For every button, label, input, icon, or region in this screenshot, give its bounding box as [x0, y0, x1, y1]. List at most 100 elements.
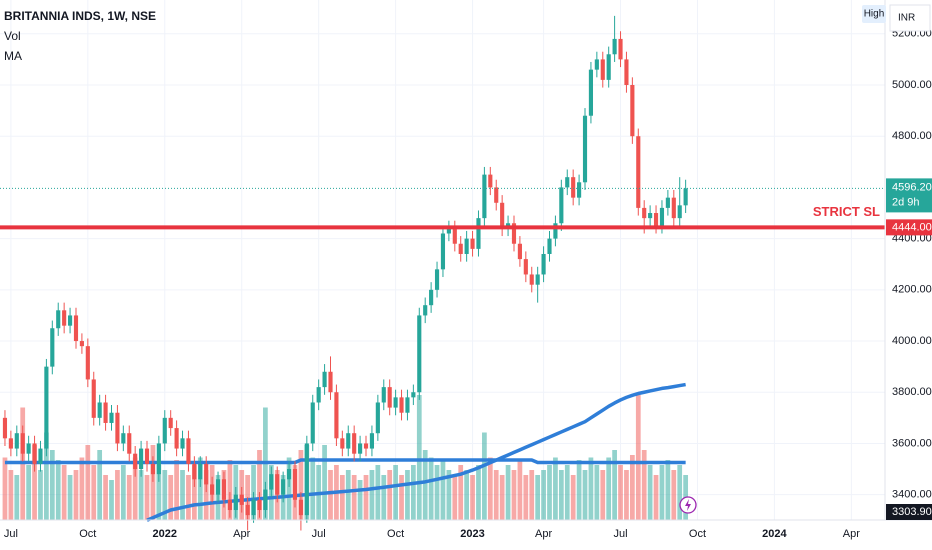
candle-body [582, 115, 588, 183]
candle-body [511, 223, 517, 244]
volume-bar [369, 470, 375, 520]
high-button[interactable] [862, 5, 886, 23]
volume-bar [635, 395, 641, 520]
candle-body [523, 259, 528, 275]
candle-body [636, 136, 641, 208]
volume-bar [328, 470, 333, 520]
volume-bar [470, 475, 475, 520]
volume-bar [2, 457, 8, 520]
volume-bar [85, 445, 91, 520]
candle-body [251, 499, 256, 516]
volume-bar [476, 465, 481, 520]
volume-bar [339, 475, 345, 520]
volume-bar [606, 457, 612, 520]
currency-label[interactable]: INR [898, 13, 915, 24]
volume-bar [91, 465, 97, 520]
volume-bar [405, 470, 410, 520]
volume-bar [120, 465, 126, 520]
candle-body [292, 469, 298, 500]
candle-body [541, 253, 546, 275]
candle-body [470, 238, 475, 249]
candle-body [67, 315, 73, 326]
volume-bar [535, 475, 541, 520]
candle-body [210, 484, 215, 495]
candle-body [215, 479, 221, 495]
event-icon-bolt [685, 499, 691, 511]
volume-bar [126, 475, 132, 520]
volume-bar [553, 457, 558, 520]
volume-bar [653, 475, 659, 520]
volume-bar [8, 470, 14, 520]
volume-bar [357, 480, 363, 520]
candle-body [91, 379, 96, 418]
high-button-label[interactable]: High [864, 9, 885, 20]
candle-body [559, 187, 564, 224]
candle-body [281, 479, 286, 495]
candle-body [62, 310, 67, 326]
volume-bar [156, 465, 162, 520]
candle-body [500, 202, 505, 229]
volume-bar [138, 470, 144, 520]
candle-body [180, 438, 185, 449]
candle-body [677, 205, 682, 219]
candle-body [358, 443, 363, 454]
volume-bar [79, 457, 85, 520]
volume-bar [487, 457, 493, 520]
candle-body [375, 402, 380, 434]
chart-title: BRITANNIA INDS, 1W, NSE [4, 9, 156, 23]
low-marker-box [886, 504, 932, 520]
candle-body [393, 397, 398, 408]
candle-body [369, 433, 375, 449]
candle-body [577, 182, 582, 198]
volume-bar [505, 465, 511, 520]
indicator-label: Vol [4, 29, 21, 43]
indicator-label: MA [4, 49, 22, 63]
volume-bar [197, 457, 203, 520]
candle-body [588, 69, 594, 116]
volume-bar [482, 432, 487, 520]
candle-body [458, 243, 463, 254]
candle-body [269, 474, 274, 490]
candle-body [642, 207, 647, 219]
volume-bar [499, 475, 505, 520]
candle-body [257, 499, 262, 511]
volume-bar [109, 480, 114, 520]
volume-bar [32, 445, 37, 520]
currency-box[interactable] [889, 4, 931, 32]
candle-body [310, 402, 315, 444]
candle-body [328, 371, 333, 393]
volume-bar [440, 460, 446, 520]
volume-bar [677, 465, 683, 520]
volume-bar [647, 465, 653, 520]
low-marker-label: 3303.90 [892, 506, 932, 518]
volume-bar [452, 475, 458, 520]
candle-body [286, 469, 292, 480]
countdown-label: 2d 9h [892, 196, 920, 208]
x-tick-label: Jul [613, 528, 627, 540]
volume-bar [541, 470, 546, 520]
candle-body [233, 494, 238, 511]
candle-body [535, 274, 540, 285]
volume-bar [49, 450, 55, 520]
candle-body [304, 443, 309, 516]
candle-body [221, 479, 227, 500]
volume-bar [115, 470, 120, 520]
volume-bar [227, 460, 233, 520]
volume-bar [416, 395, 422, 520]
volume-bar [55, 460, 61, 520]
candle-body [227, 499, 232, 511]
candle-body [239, 494, 244, 505]
candle-body [156, 443, 161, 475]
level-label: 4444.00 [892, 221, 932, 233]
volume-bar [529, 470, 535, 520]
candle-body [671, 197, 676, 219]
volume-bar [203, 470, 209, 520]
candle-body [476, 218, 481, 249]
candle-body [275, 474, 280, 495]
candle-body [97, 402, 102, 418]
candle-body [488, 174, 493, 188]
volume-bar [363, 475, 369, 520]
candle-body [659, 207, 665, 226]
candle-body [298, 499, 303, 516]
